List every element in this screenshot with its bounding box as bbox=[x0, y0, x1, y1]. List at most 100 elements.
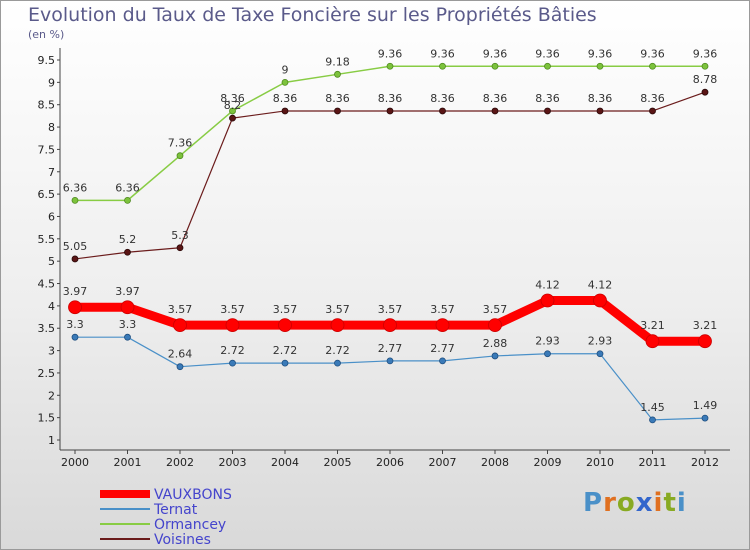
data-label-voisines: 5.2 bbox=[119, 233, 137, 246]
data-label-ormancey: 8.36 bbox=[220, 92, 245, 105]
data-point-vauxbons bbox=[225, 318, 240, 333]
y-tick-label: 9 bbox=[48, 76, 55, 89]
data-point-vauxbons bbox=[383, 318, 397, 333]
y-tick-label: 3 bbox=[48, 345, 55, 358]
data-point-ormancey bbox=[439, 62, 446, 70]
logo-letter: x bbox=[635, 488, 654, 518]
data-label-vauxbons: 3.57 bbox=[273, 303, 298, 316]
data-label-ternat: 2.72 bbox=[220, 344, 245, 357]
data-point-voisines bbox=[176, 244, 184, 252]
data-label-ternat: 3.3 bbox=[119, 318, 137, 331]
proxiti-logo: Proxiti bbox=[583, 488, 687, 518]
data-point-vauxbons bbox=[330, 318, 345, 333]
data-point-voisines bbox=[544, 107, 551, 115]
data-point-voisines bbox=[124, 248, 131, 256]
data-point-voisines bbox=[649, 107, 656, 115]
data-label-voisines: 8.36 bbox=[273, 92, 298, 105]
y-tick-label: 4 bbox=[48, 300, 55, 313]
series-line-ormancey bbox=[74, 65, 706, 202]
x-tick-label: 2005 bbox=[324, 456, 352, 469]
x-tick-label: 2004 bbox=[271, 456, 299, 469]
y-tick-label: 1.5 bbox=[38, 412, 56, 425]
data-label-vauxbons: 3.57 bbox=[483, 303, 508, 316]
data-label-voisines: 8.36 bbox=[325, 92, 350, 105]
legend-label-vauxbons: VAUXBONS bbox=[154, 487, 232, 503]
data-label-ormancey: 9.18 bbox=[325, 55, 350, 68]
data-label-vauxbons: 3.57 bbox=[325, 303, 350, 316]
data-label-vauxbons: 3.57 bbox=[220, 303, 245, 316]
data-point-ormancey bbox=[124, 196, 131, 204]
x-tick-label: 2000 bbox=[61, 456, 89, 469]
data-point-vauxbons bbox=[540, 293, 555, 308]
y-tick-label: 7 bbox=[48, 166, 55, 179]
data-label-ternat: 1.49 bbox=[693, 399, 718, 412]
data-point-voisines bbox=[491, 107, 499, 115]
data-point-vauxbons bbox=[488, 318, 502, 333]
data-point-vauxbons bbox=[645, 334, 660, 349]
data-point-voisines bbox=[71, 255, 79, 263]
data-point-ormancey bbox=[491, 62, 499, 70]
y-tick-label: 9.5 bbox=[38, 54, 56, 67]
x-tick-label: 2002 bbox=[166, 456, 194, 469]
data-label-voisines: 8.78 bbox=[693, 73, 718, 86]
x-tick-label: 2006 bbox=[376, 456, 404, 469]
data-label-ternat: 2.72 bbox=[273, 344, 298, 357]
data-label-ternat: 2.93 bbox=[535, 335, 560, 348]
data-label-ormancey: 9.36 bbox=[588, 47, 613, 60]
data-label-vauxbons: 3.97 bbox=[63, 285, 88, 298]
logo-letter: P bbox=[583, 488, 604, 518]
data-label-voisines: 8.36 bbox=[483, 92, 508, 105]
data-label-ormancey: 9.36 bbox=[640, 47, 665, 60]
data-label-voisines: 5.3 bbox=[171, 229, 189, 242]
data-point-ormancey bbox=[649, 62, 656, 70]
data-point-vauxbons bbox=[173, 318, 187, 333]
data-label-ormancey: 7.36 bbox=[168, 137, 193, 150]
data-point-ternat bbox=[229, 359, 236, 367]
x-tick-label: 2001 bbox=[114, 456, 142, 469]
legend-label-voisines: Voisines bbox=[154, 532, 211, 548]
data-point-ormancey bbox=[71, 196, 79, 204]
data-label-vauxbons: 3.57 bbox=[378, 303, 403, 316]
y-tick-label: 2.5 bbox=[38, 367, 56, 380]
data-point-voisines bbox=[281, 107, 289, 115]
x-tick-label: 2011 bbox=[639, 456, 667, 469]
y-tick-label: 5 bbox=[48, 255, 55, 268]
data-label-ormancey: 9.36 bbox=[535, 47, 560, 60]
data-labels-layer: 3.97 3.97 3.57 3.57 3.57 3.57 3.57 3.57 3.57 4.12… bbox=[63, 47, 718, 414]
axes: 1 1.5 2 2.5 3 3.5 4 4.5 5 5.5 6 6.5 7 7.5 8 8.5 9 9.5 2000… bbox=[38, 48, 730, 469]
data-point-ormancey bbox=[334, 70, 341, 78]
x-tick-label: 2008 bbox=[481, 456, 509, 469]
data-point-ternat bbox=[71, 333, 79, 341]
data-point-ternat bbox=[439, 357, 446, 365]
data-point-ternat bbox=[649, 416, 656, 424]
data-label-vauxbons: 3.21 bbox=[693, 319, 718, 332]
legend-label-ternat: Ternat bbox=[153, 502, 198, 518]
data-label-voisines: 8.36 bbox=[640, 92, 665, 105]
y-tick-label: 6.5 bbox=[38, 188, 56, 201]
logo-letter: t bbox=[663, 488, 677, 518]
data-point-ormancey bbox=[386, 62, 394, 70]
x-tick-label: 2007 bbox=[429, 456, 457, 469]
data-label-ternat: 3.3 bbox=[66, 318, 84, 331]
data-label-voisines: 8.36 bbox=[430, 92, 455, 105]
data-label-ternat: 2.93 bbox=[588, 335, 613, 348]
data-point-ormancey bbox=[544, 62, 551, 70]
data-point-ormancey bbox=[281, 78, 289, 86]
data-point-ternat bbox=[701, 414, 709, 422]
logo-letter: o bbox=[616, 488, 636, 518]
data-label-ternat: 2.77 bbox=[378, 342, 403, 355]
data-label-ormancey: 9 bbox=[282, 63, 289, 76]
legend-label-ormancey: Ormancey bbox=[154, 517, 226, 533]
data-point-ternat bbox=[176, 363, 184, 371]
data-label-vauxbons: 4.12 bbox=[535, 279, 560, 292]
y-tick-label: 8 bbox=[48, 121, 55, 134]
x-tick-label: 2003 bbox=[219, 456, 247, 469]
logo-letter: i bbox=[676, 488, 687, 518]
data-point-vauxbons bbox=[593, 293, 607, 308]
data-point-ternat bbox=[491, 352, 499, 360]
data-label-ormancey: 6.36 bbox=[115, 181, 140, 194]
logo-letter: i bbox=[653, 488, 664, 518]
y-tick-label: 2 bbox=[48, 389, 55, 402]
